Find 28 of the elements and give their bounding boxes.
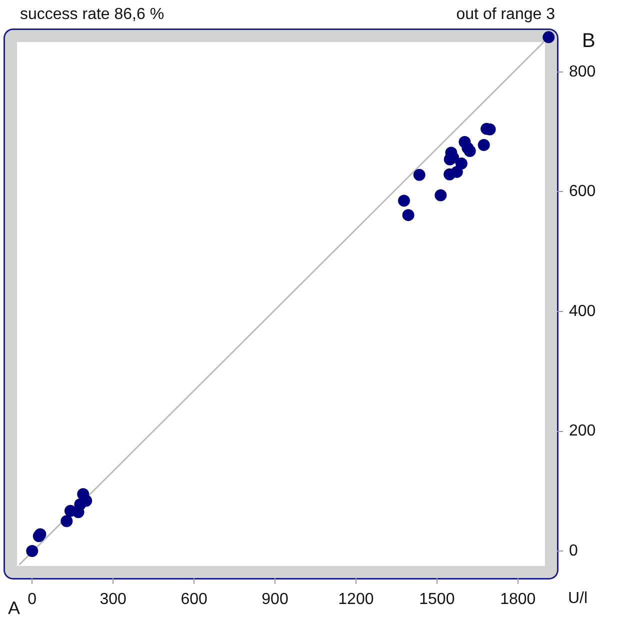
y-tick-label: 0 [569, 542, 578, 560]
point [402, 209, 414, 222]
point [413, 168, 426, 181]
x-tick-label: 600 [180, 591, 208, 608]
x-tick-label: 900 [262, 591, 288, 608]
point [464, 144, 476, 157]
x-tick-label: 1200 [338, 591, 374, 608]
x-tick-label: 1800 [500, 591, 536, 608]
point [450, 166, 463, 178]
text: success rate 86,6 % [20, 6, 164, 24]
point [26, 545, 38, 558]
x-axis-title: A [8, 598, 20, 619]
y-axis-title: B [582, 30, 596, 53]
y-tick-label: 800 [569, 63, 596, 80]
point [60, 515, 73, 528]
x-tick-label: 300 [100, 591, 127, 608]
x-tick-label: 1500 [419, 591, 455, 608]
x-tick-label: 0 [28, 591, 37, 608]
point [398, 194, 410, 207]
point [455, 158, 468, 170]
text: U/l [568, 590, 588, 608]
point [434, 189, 447, 202]
point [542, 31, 555, 44]
point [478, 138, 490, 151]
y-tick-label: 400 [569, 302, 596, 320]
y-tick-label: 200 [569, 422, 596, 440]
text: out of range 3 [456, 6, 555, 24]
y-tick-label: 600 [569, 183, 596, 200]
